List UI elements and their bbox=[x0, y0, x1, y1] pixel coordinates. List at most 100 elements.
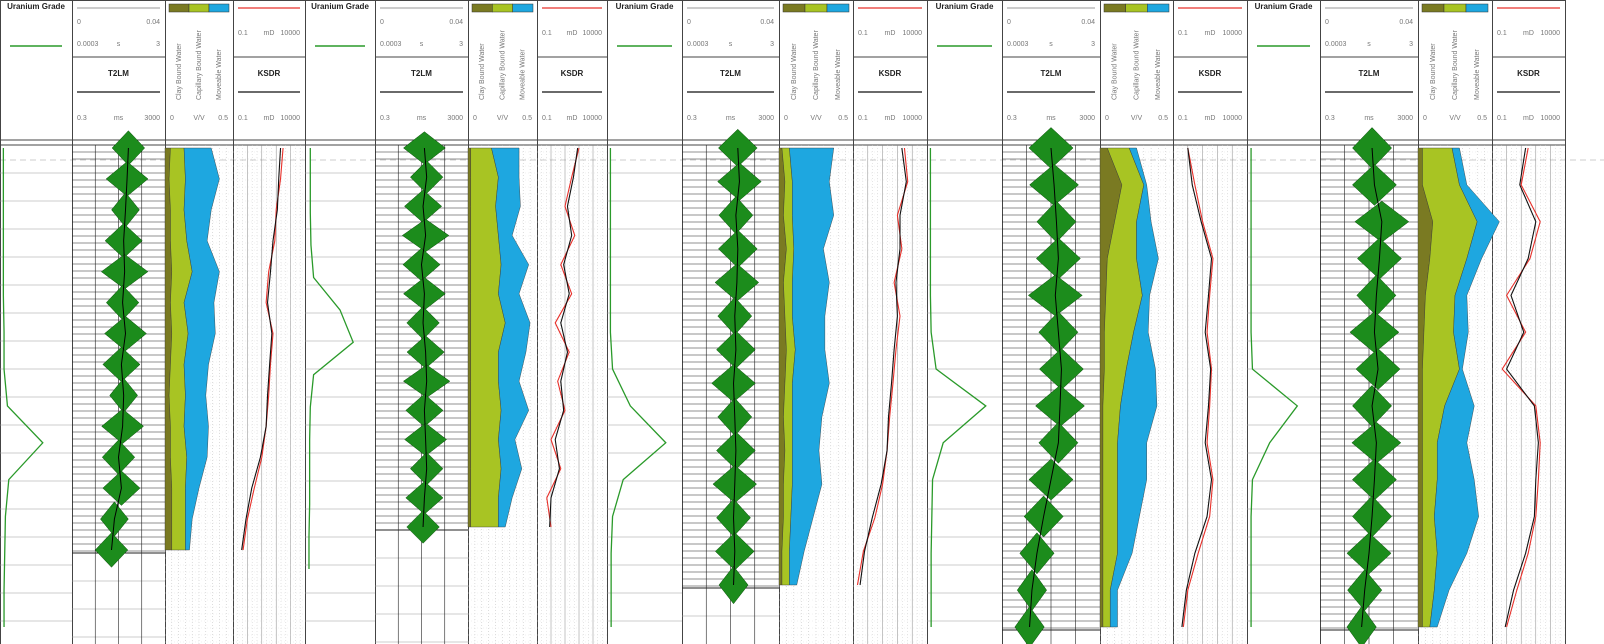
scale-label: 0 bbox=[1105, 115, 1109, 122]
ksdr-line bbox=[1181, 147, 1213, 628]
scale-label: ms bbox=[417, 115, 427, 122]
vv-area bbox=[789, 147, 834, 586]
t2-distribution bbox=[718, 128, 758, 168]
scale-label: s bbox=[1367, 41, 1371, 48]
legend-label: Clay Bound Water bbox=[479, 43, 486, 100]
scale-label: V/V bbox=[1131, 115, 1143, 122]
scale-label: 0.1 bbox=[238, 30, 248, 37]
uranium-line bbox=[609, 148, 667, 627]
scale-label: 0.3 bbox=[1007, 115, 1017, 122]
scale-label: 0.1 bbox=[542, 30, 552, 37]
scale-label: 0.04 bbox=[449, 19, 463, 26]
legend-swatch bbox=[492, 3, 513, 13]
scale-label: 3 bbox=[156, 41, 160, 48]
scale-label: 0.5 bbox=[522, 115, 532, 122]
scale-label: V/V bbox=[193, 115, 205, 122]
scale-label: s bbox=[420, 41, 424, 48]
scale-label: 0.5 bbox=[1477, 115, 1487, 122]
scale-label: 10000 bbox=[903, 30, 923, 37]
scale-label: 0.04 bbox=[1081, 19, 1095, 26]
legend-swatch bbox=[1443, 3, 1467, 13]
legend-swatch bbox=[1421, 3, 1445, 13]
scale-label: 0.5 bbox=[1158, 115, 1168, 122]
scale-label: 3000 bbox=[1397, 115, 1413, 122]
scale-label: mD bbox=[567, 30, 578, 37]
vv-area bbox=[183, 147, 220, 551]
track-title: T2LM bbox=[411, 69, 432, 78]
legend-label: Capillary Bound Water bbox=[813, 30, 820, 100]
legend-label: Capillary Bound Water bbox=[499, 30, 506, 100]
scale-label: 0.3 bbox=[1325, 115, 1335, 122]
t2lm-line bbox=[111, 147, 129, 551]
scale-label: 0 bbox=[1423, 115, 1427, 122]
ksdr-line bbox=[1504, 147, 1539, 628]
legend-swatch bbox=[782, 3, 806, 13]
scale-label: 10000 bbox=[1223, 30, 1243, 37]
scale-label: 10000 bbox=[281, 30, 301, 37]
track-title: T2LM bbox=[108, 69, 129, 78]
legend-label: Capillary Bound Water bbox=[196, 30, 203, 100]
track-title: Uranium Grade bbox=[311, 2, 369, 11]
track-title: Uranium Grade bbox=[7, 2, 65, 11]
vv-area bbox=[1110, 147, 1159, 628]
scale-label: 0.1 bbox=[1178, 115, 1188, 122]
legend-label: Clay Bound Water bbox=[1430, 43, 1437, 100]
scale-label: 0.0003 bbox=[380, 41, 402, 48]
ksdr-line bbox=[859, 147, 907, 586]
scale-label: 3 bbox=[770, 41, 774, 48]
ksdr-line bbox=[1501, 147, 1541, 628]
uranium-line bbox=[2, 148, 44, 627]
legend-label: Clay Bound Water bbox=[1112, 43, 1119, 100]
scale-label: 0.0003 bbox=[1325, 41, 1347, 48]
scale-label: 0 bbox=[784, 115, 788, 122]
scale-label: 10000 bbox=[1541, 115, 1561, 122]
scale-label: 10000 bbox=[281, 115, 301, 122]
scale-label: 10000 bbox=[583, 30, 603, 37]
legend-swatch bbox=[804, 3, 828, 13]
scale-label: 0 bbox=[380, 19, 384, 26]
scale-label: 0.1 bbox=[238, 115, 248, 122]
scale-label: 0.5 bbox=[218, 115, 228, 122]
ksdr-line bbox=[242, 147, 284, 551]
legend-swatch bbox=[1147, 3, 1170, 13]
t2lm-line bbox=[1361, 147, 1383, 628]
vv-area bbox=[467, 147, 471, 528]
t2lm-line bbox=[420, 147, 428, 528]
scale-label: mD bbox=[1523, 30, 1534, 37]
scale-label: V/V bbox=[1449, 115, 1461, 122]
scale-label: 10000 bbox=[903, 115, 923, 122]
scale-label: ms bbox=[1364, 115, 1374, 122]
scale-label: 10000 bbox=[1223, 115, 1243, 122]
scale-label: 3000 bbox=[1079, 115, 1095, 122]
ksdr-line bbox=[549, 147, 579, 528]
legend-label: Moveable Water bbox=[1474, 49, 1481, 100]
scale-label: s bbox=[729, 41, 733, 48]
scale-label: 0.04 bbox=[146, 19, 160, 26]
legend-swatch bbox=[208, 3, 230, 13]
scale-label: ms bbox=[114, 115, 124, 122]
scale-label: mD bbox=[264, 115, 275, 122]
scale-label: 0.0003 bbox=[687, 41, 709, 48]
scale-label: 3 bbox=[1091, 41, 1095, 48]
scale-label: 0.3 bbox=[687, 115, 697, 122]
scale-label: 0 bbox=[170, 115, 174, 122]
scale-label: 0 bbox=[77, 19, 81, 26]
scale-label: 0.3 bbox=[77, 115, 87, 122]
t2lm-line bbox=[733, 147, 740, 586]
uranium-line bbox=[1250, 148, 1299, 627]
scale-label: 3000 bbox=[758, 115, 774, 122]
scale-label: 0.04 bbox=[1399, 19, 1413, 26]
scale-label: 0.1 bbox=[858, 115, 868, 122]
scale-label: 0.5 bbox=[838, 115, 848, 122]
vv-area bbox=[491, 147, 531, 528]
scale-label: 0.0003 bbox=[77, 41, 99, 48]
scale-label: 10000 bbox=[1541, 30, 1561, 37]
legend-label: Capillary Bound Water bbox=[1452, 30, 1459, 100]
scale-label: s bbox=[1049, 41, 1053, 48]
legend-swatch bbox=[168, 3, 190, 13]
scale-label: mD bbox=[885, 115, 896, 122]
legend-label: Moveable Water bbox=[1155, 49, 1162, 100]
scale-label: 0 bbox=[473, 115, 477, 122]
track-title: KSDR bbox=[1199, 69, 1222, 78]
